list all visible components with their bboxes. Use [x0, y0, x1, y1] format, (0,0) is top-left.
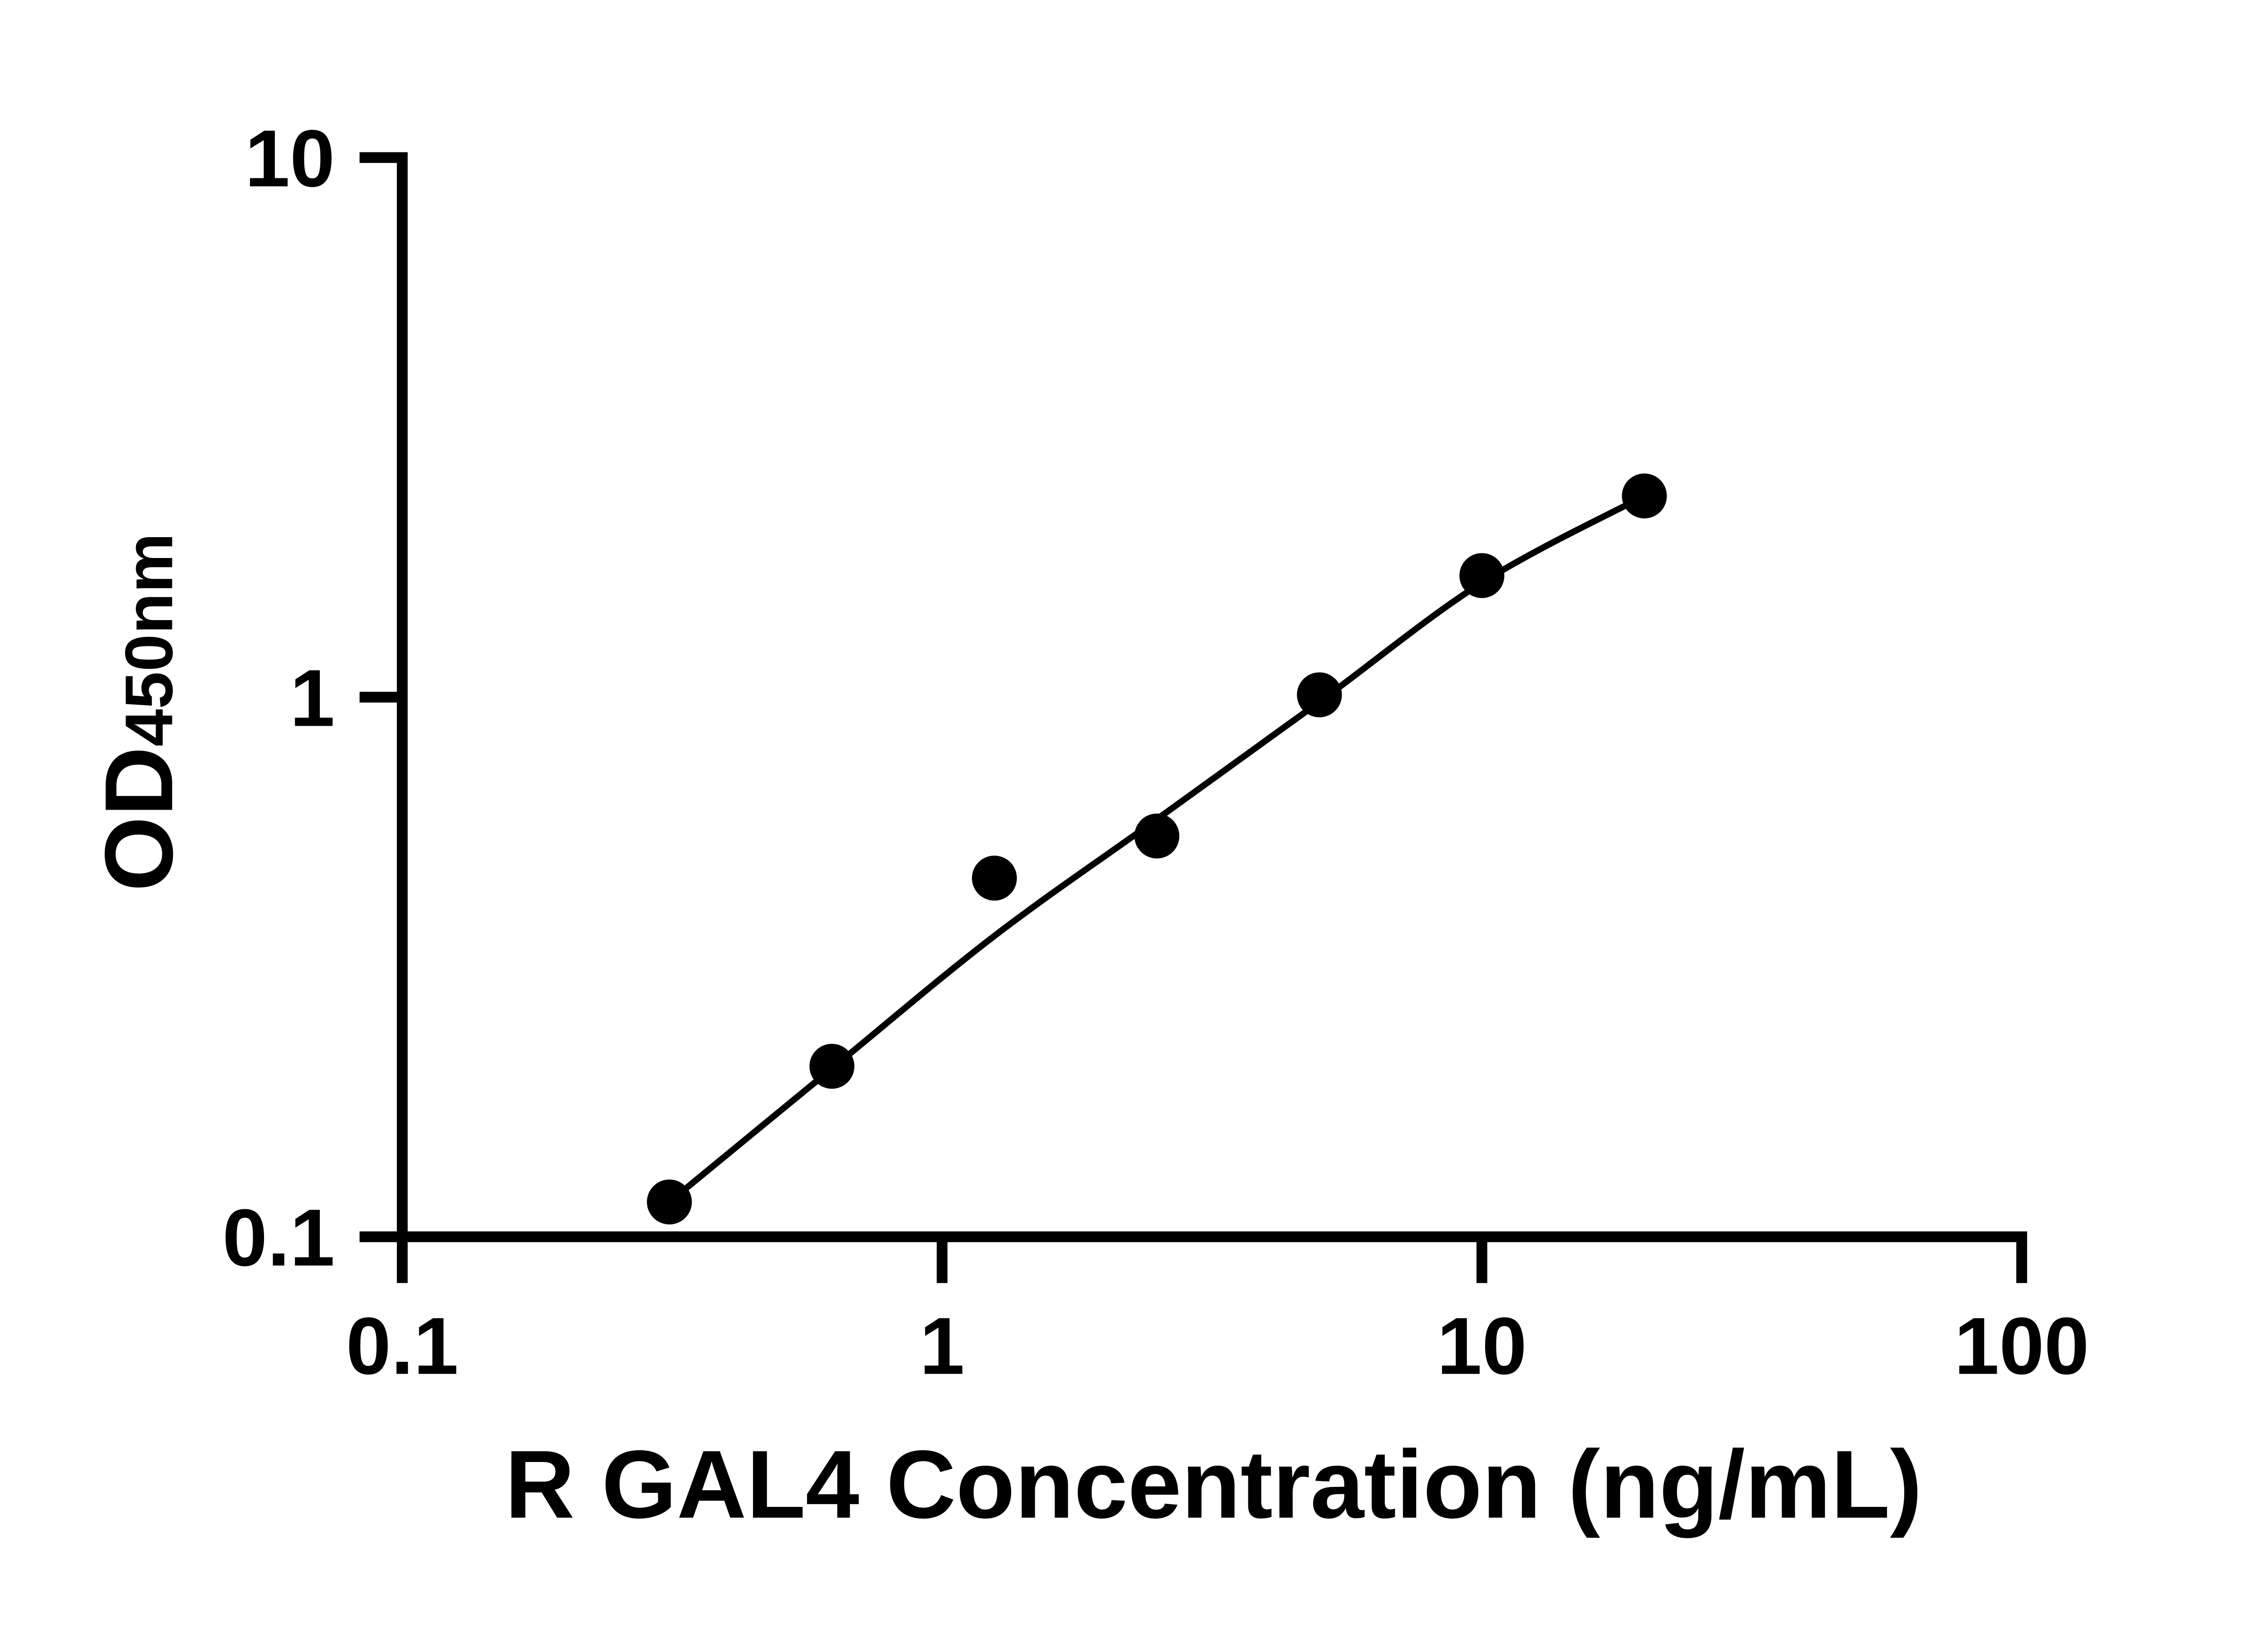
x-tick-label-10: 10	[1437, 1301, 1527, 1391]
data-point-marker	[972, 856, 1017, 901]
y-axis-title: OD450nm	[85, 533, 193, 891]
data-point-marker	[1134, 813, 1179, 859]
data-point-marker	[1459, 553, 1505, 598]
axes	[396, 152, 2027, 1242]
y-axis-title-main: OD	[85, 747, 193, 892]
x-tick-label-100: 100	[1954, 1301, 2089, 1391]
data-point-marker	[647, 1179, 692, 1225]
data-points	[647, 473, 1667, 1225]
y-tick-label-0.1: 0.1	[222, 1193, 335, 1283]
tick-marks	[359, 152, 2027, 1283]
x-tick-label-0.1: 0.1	[346, 1301, 459, 1391]
data-point-marker	[1297, 672, 1342, 718]
data-point-marker	[809, 1044, 855, 1089]
data-point-marker	[1622, 473, 1667, 518]
y-tick-label-1: 1	[290, 653, 335, 743]
y-axis-title-sub: 450nm	[112, 533, 187, 747]
x-tick-label-1: 1	[919, 1301, 964, 1391]
x-axis-title: R GAL4 Concentration (ng/mL)	[505, 1431, 1922, 1539]
tick-labels: 0.1 1 10 0.1 1 10 100	[222, 113, 2089, 1391]
y-tick-label-10: 10	[245, 113, 335, 204]
data-series	[647, 473, 1667, 1225]
